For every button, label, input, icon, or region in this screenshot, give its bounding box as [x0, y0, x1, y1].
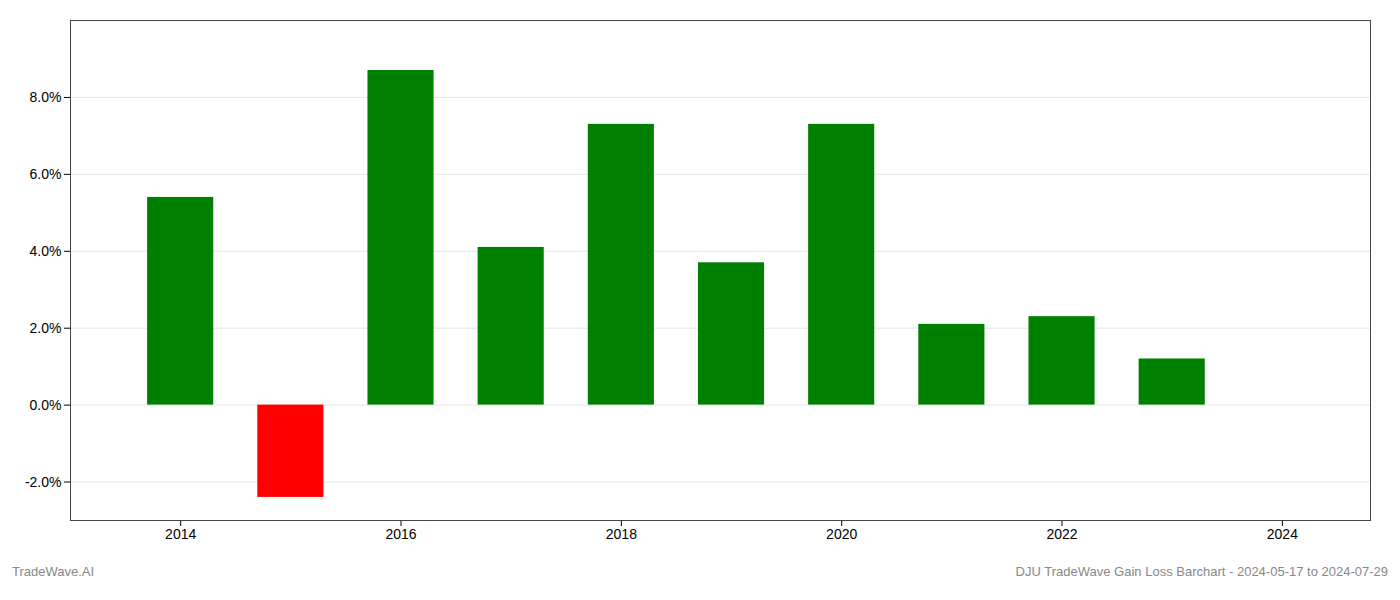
svg-text:2018: 2018: [606, 526, 637, 542]
svg-text:2020: 2020: [826, 526, 857, 542]
svg-text:-2.0%: -2.0%: [25, 474, 62, 490]
svg-text:2022: 2022: [1046, 526, 1077, 542]
svg-text:2024: 2024: [1267, 526, 1298, 542]
html-text:TradeWave.AI: TradeWave.AI: [12, 564, 95, 579]
svg-text:8.0%: 8.0%: [30, 89, 62, 105]
svg-text:6.0%: 6.0%: [30, 166, 62, 182]
svg-text:2016: 2016: [385, 526, 416, 542]
svg-text:0.0%: 0.0%: [30, 397, 62, 413]
html-text:DJU TradeWave Gain Loss Barcha: DJU TradeWave Gain Loss Barchart - 2024-…: [1015, 564, 1388, 579]
svg-text:2.0%: 2.0%: [30, 320, 62, 336]
svg-text:4.0%: 4.0%: [30, 243, 62, 259]
svg-text:2014: 2014: [165, 526, 196, 542]
